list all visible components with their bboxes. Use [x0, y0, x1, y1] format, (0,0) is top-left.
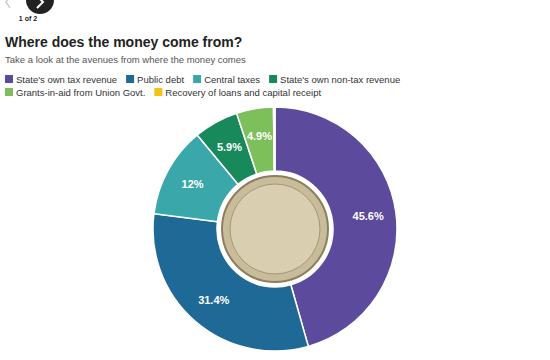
legend-swatch — [193, 75, 201, 83]
legend-swatch — [5, 75, 13, 83]
annotation: 1 of 2 — [19, 15, 37, 22]
subtitle: Take a look at the avenues from where th… — [5, 54, 246, 65]
slice — [273, 107, 275, 171]
legend-label: Grants-in-aid from Union Govt. — [16, 87, 145, 98]
legend-swatch — [126, 75, 134, 83]
legend-item: Public debt — [126, 74, 184, 85]
data-label: 5.9% — [217, 141, 242, 153]
legend: State's own tax revenue Public debt Centra… — [5, 74, 400, 98]
legend-item: State's own tax revenue — [5, 74, 117, 85]
next-arrow — [37, 0, 43, 8]
carousel-nav[interactable] — [6, 0, 54, 14]
data-label: 12% — [182, 178, 204, 190]
legend-item: Central taxes — [193, 74, 260, 85]
coin-face — [222, 176, 328, 282]
legend-label: Recovery of loans and capital receipt — [165, 87, 321, 98]
coin-inner — [230, 184, 320, 274]
legend-label: Central taxes — [204, 74, 260, 85]
legend-label: State's own tax revenue — [16, 74, 117, 85]
legend-item: State's own non-tax revenue — [269, 74, 400, 85]
chart: 1 of 2 Where does the money come from? Tak… — [0, 0, 550, 360]
title: Where does the money come from? — [5, 34, 242, 50]
coin — [222, 176, 328, 282]
next-button[interactable] — [26, 0, 54, 14]
legend-swatch — [269, 75, 277, 83]
legend-swatch — [154, 88, 162, 96]
legend-item: Grants-in-aid from Union Govt. — [5, 87, 145, 98]
donut: 45.6% 31.4% 12% 5.9% 4.9% — [153, 107, 397, 351]
legend-swatch — [5, 88, 13, 96]
slice — [237, 107, 275, 174]
legend-item: Recovery of loans and capital receipt — [154, 87, 321, 98]
data-label: 31.4% — [198, 294, 229, 306]
prev-arrow — [6, 0, 10, 8]
legend-label: Public debt — [137, 74, 184, 85]
legend-label: State's own non-tax revenue — [280, 74, 400, 85]
data-label: 4.9% — [247, 130, 272, 142]
data-label: 45.6% — [353, 210, 384, 222]
